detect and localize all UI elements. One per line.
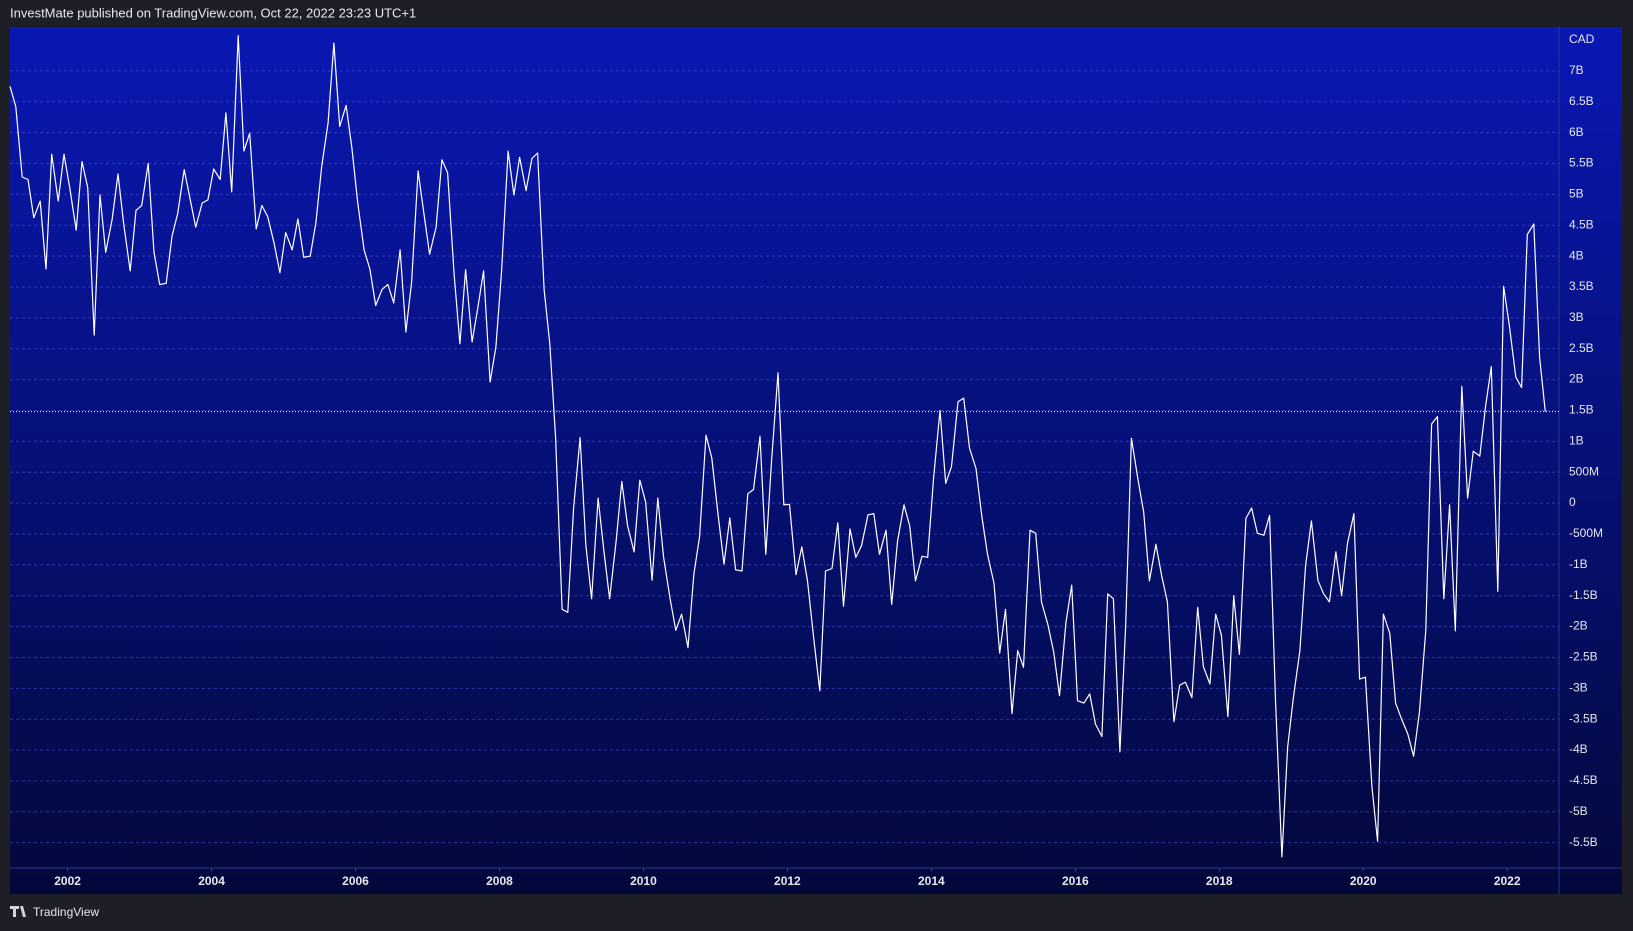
x-tick-label: 2002 <box>54 874 81 888</box>
y-tick-label: -5.5B <box>1569 835 1598 849</box>
x-tick-label: 2004 <box>198 874 225 888</box>
chart-panel <box>10 27 1622 894</box>
x-tick-label: 2022 <box>1494 874 1521 888</box>
y-tick-label: 5.5B <box>1569 156 1594 170</box>
y-tick-label: -3.5B <box>1569 711 1598 725</box>
y-tick-label: 500M <box>1569 464 1599 478</box>
data-line <box>9 35 1546 858</box>
currency-label: CAD <box>1569 32 1595 46</box>
y-tick-label: -4.5B <box>1569 773 1598 787</box>
y-tick-label: -2.5B <box>1569 650 1598 664</box>
y-tick-label: -2B <box>1569 619 1588 633</box>
y-tick-label: -1.5B <box>1569 588 1598 602</box>
y-tick-label: 2B <box>1569 372 1584 386</box>
y-tick-label: -5B <box>1569 804 1588 818</box>
tv-logo <box>10 906 26 917</box>
x-tick-label: 2008 <box>486 874 513 888</box>
x-tick-label: 2010 <box>630 874 657 888</box>
publish-note: InvestMate published on TradingView.com,… <box>10 5 416 20</box>
y-tick-label: 0 <box>1569 495 1576 509</box>
y-tick-label: 5B <box>1569 187 1584 201</box>
y-tick-label: 6B <box>1569 125 1584 139</box>
y-tick-label: -1B <box>1569 557 1588 571</box>
y-tick-label: 6.5B <box>1569 94 1594 108</box>
footer-brand: TradingView <box>33 905 99 919</box>
x-tick-label: 2006 <box>342 874 369 888</box>
y-tick-label: 2.5B <box>1569 341 1594 355</box>
y-tick-label: 1B <box>1569 433 1584 447</box>
y-tick-label: -500M <box>1569 526 1603 540</box>
x-tick-label: 2018 <box>1206 874 1233 888</box>
y-tick-label: 4.5B <box>1569 217 1594 231</box>
y-tick-label: 3.5B <box>1569 279 1594 293</box>
y-tick-label: 4B <box>1569 248 1584 262</box>
x-tick-label: 2014 <box>918 874 945 888</box>
y-tick-label: 1.5B <box>1569 403 1594 417</box>
x-tick-label: 2016 <box>1062 874 1089 888</box>
y-tick-label: 7B <box>1569 63 1584 77</box>
x-tick-label: 2012 <box>774 874 801 888</box>
y-tick-label: 3B <box>1569 310 1584 324</box>
y-tick-label: -3B <box>1569 680 1588 694</box>
x-tick-label: 2020 <box>1350 874 1377 888</box>
y-tick-label: -4B <box>1569 742 1588 756</box>
